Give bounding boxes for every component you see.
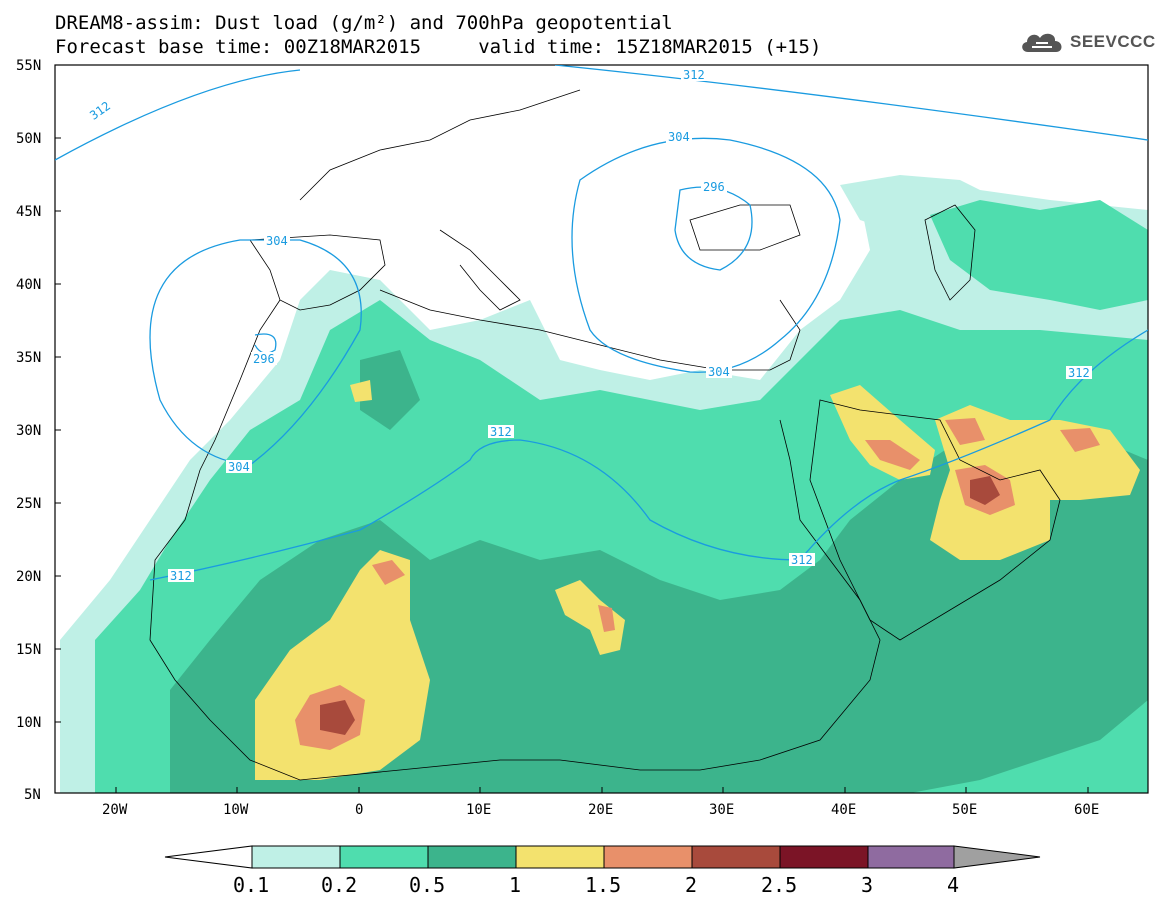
lat-label: 45N xyxy=(16,204,41,220)
dust-band-0.2b xyxy=(930,200,1148,310)
colorbar-label: 2 xyxy=(685,873,697,897)
dust-band-1.5-niger xyxy=(372,560,405,585)
coast-caspian xyxy=(924,204,976,301)
logo: SEEVCCC xyxy=(1018,28,1156,56)
cloud-icon xyxy=(1022,33,1062,52)
dust-field xyxy=(60,175,1148,793)
colorbar: 0.1 0.2 0.5 1 1.5 2 2.5 3 4 xyxy=(164,845,1041,897)
lat-label: 50N xyxy=(16,131,41,147)
dust-band-1.5-chad xyxy=(598,605,615,632)
lat-label: 55N xyxy=(16,58,41,74)
lat-label: 15N xyxy=(16,642,41,658)
contour-label: 304 xyxy=(266,234,288,248)
contour-labels: 312 312 304 304 296 296 304 312 312 312 … xyxy=(87,68,1092,583)
lon-label: 0 xyxy=(355,802,363,818)
dust-band-1-chad xyxy=(555,580,625,655)
title-line-1: DREAM8-assim: Dust load (g/m²) and 700hP… xyxy=(55,12,673,34)
contour-label: 304 xyxy=(708,365,730,379)
lon-axis: 20W 10W 0 10E 20E 30E 40E 50E 60E xyxy=(102,787,1099,818)
dust-band-2-gulf xyxy=(970,476,1000,505)
contour-label: 312 xyxy=(87,99,113,123)
colorbar-label: 2.5 xyxy=(761,873,797,897)
lat-axis: 55N 50N 45N 40N 35N 30N 25N 20N 15N 10N … xyxy=(16,58,61,803)
lat-label: 10N xyxy=(16,715,41,731)
colorbar-swatch xyxy=(691,845,781,869)
lon-label: 10W xyxy=(223,802,249,818)
contour-label: 312 xyxy=(490,425,512,439)
coast-italy xyxy=(439,229,521,311)
contour-304-east xyxy=(571,137,841,373)
lat-label: 35N xyxy=(16,350,41,366)
colorbar-label: 0.1 xyxy=(233,873,269,897)
colorbar-swatch xyxy=(339,845,429,869)
lat-label: 20N xyxy=(16,569,41,585)
dust-band-1.5-iraq xyxy=(865,440,920,470)
colorbar-low-triangle xyxy=(164,845,253,869)
coast-iberia xyxy=(249,234,386,311)
contour-312-central xyxy=(149,329,1148,581)
contour-312-west xyxy=(55,69,301,161)
contour-label: 304 xyxy=(668,130,690,144)
contour-label: 312 xyxy=(170,569,192,583)
colorbar-swatch xyxy=(251,845,341,869)
coast-mediterranean xyxy=(379,289,801,371)
contour-312-north xyxy=(554,65,1148,141)
colorbar-label: 3 xyxy=(861,873,873,897)
contour-label: 312 xyxy=(683,68,705,82)
logo-text: SEEVCCC xyxy=(1070,32,1156,51)
colorbar-swatch xyxy=(427,845,517,869)
dust-band-2-west xyxy=(320,700,355,735)
colorbar-label: 0.2 xyxy=(321,873,357,897)
contour-296-small xyxy=(254,333,277,354)
contour-label: 296 xyxy=(253,352,275,366)
colorbar-label: 4 xyxy=(947,873,959,897)
lat-label: 30N xyxy=(16,423,41,439)
colorbar-high-triangle xyxy=(953,845,1041,869)
lon-label: 60E xyxy=(1074,802,1099,818)
contour-296-east xyxy=(674,186,753,271)
contour-label: 304 xyxy=(228,460,250,474)
dust-band-1.5-iran xyxy=(1060,428,1100,452)
lat-label: 5N xyxy=(24,787,41,803)
coast-europe-north xyxy=(299,89,581,201)
lat-label: 25N xyxy=(16,496,41,512)
lon-label: 30E xyxy=(709,802,734,818)
colorbar-swatch xyxy=(603,845,693,869)
lon-label: 10E xyxy=(466,802,491,818)
dust-band-1.5-kuwait xyxy=(945,418,985,445)
contour-label: 312 xyxy=(791,553,813,567)
lat-label: 40N xyxy=(16,277,41,293)
contour-label: 296 xyxy=(703,180,725,194)
colorbar-swatch xyxy=(779,845,869,869)
lon-label: 20E xyxy=(588,802,613,818)
colorbar-label: 0.5 xyxy=(409,873,445,897)
dust-band-0.5b xyxy=(360,350,420,430)
colorbar-label: 1 xyxy=(509,873,521,897)
contour-label: 312 xyxy=(1068,366,1090,380)
lon-label: 40E xyxy=(831,802,856,818)
coastlines xyxy=(149,89,1061,781)
colorbar-swatch xyxy=(867,845,955,869)
lon-label: 20W xyxy=(102,802,128,818)
colorbar-label: 1.5 xyxy=(585,873,621,897)
coast-arabia xyxy=(809,399,1061,641)
title-line-2: Forecast base time: 00Z18MAR2015 valid t… xyxy=(55,36,822,58)
dust-band-1-sahara xyxy=(350,380,372,402)
colorbar-swatch xyxy=(515,845,605,869)
coast-black-sea xyxy=(689,204,801,251)
lon-label: 50E xyxy=(952,802,977,818)
